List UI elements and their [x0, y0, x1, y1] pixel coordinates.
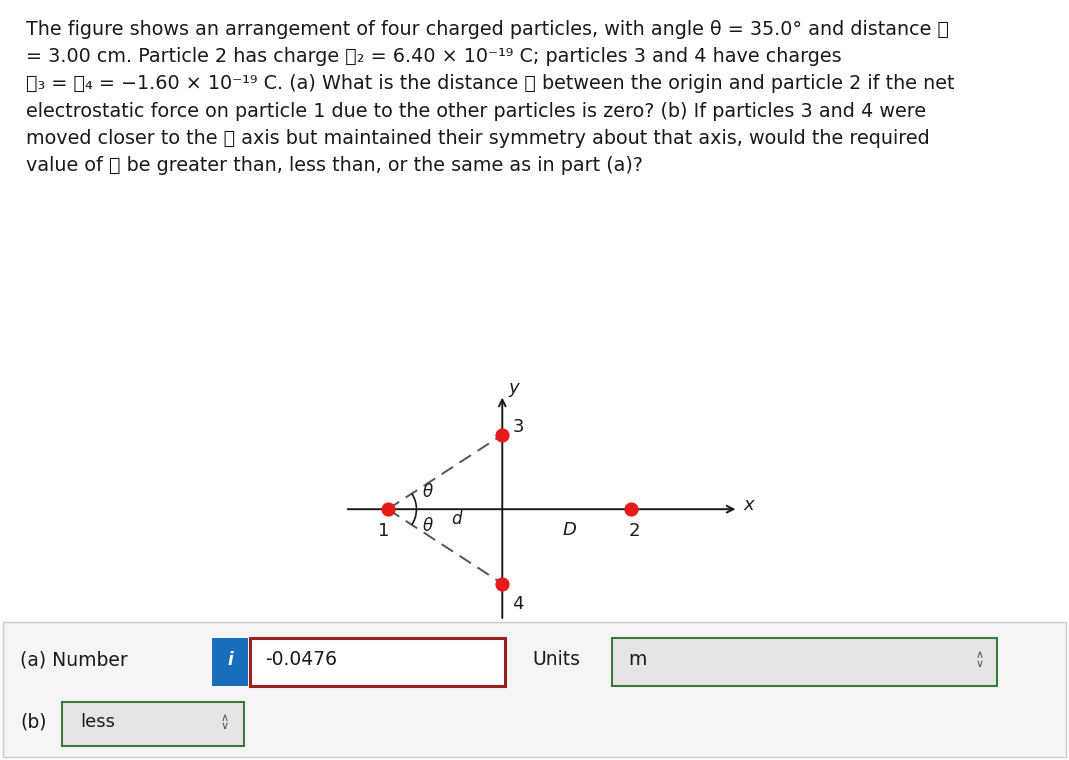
Text: (a) Number: (a) Number	[20, 650, 128, 669]
Text: $y$: $y$	[508, 382, 522, 400]
Text: -0.0476: -0.0476	[265, 650, 337, 669]
FancyBboxPatch shape	[62, 702, 244, 746]
Text: 4: 4	[512, 595, 524, 613]
Text: less: less	[80, 713, 115, 731]
FancyBboxPatch shape	[250, 638, 505, 686]
Point	[379, 503, 397, 515]
Text: $d$: $d$	[451, 509, 463, 527]
Text: 3: 3	[512, 418, 524, 436]
FancyBboxPatch shape	[212, 638, 248, 686]
Text: 2: 2	[629, 522, 639, 540]
Text: $D$: $D$	[562, 521, 577, 539]
Text: ∧
∨: ∧ ∨	[221, 713, 229, 731]
Text: (b): (b)	[20, 712, 46, 731]
Text: $x$: $x$	[743, 496, 756, 514]
Text: The figure shows an arrangement of four charged particles, with angle θ = 35.0° : The figure shows an arrangement of four …	[27, 20, 955, 175]
Point	[494, 429, 511, 441]
Point	[494, 578, 511, 590]
Text: ∧
∨: ∧ ∨	[976, 651, 985, 669]
FancyBboxPatch shape	[611, 638, 997, 686]
Point	[622, 503, 639, 515]
Text: Units: Units	[532, 650, 580, 669]
Text: $\theta$: $\theta$	[422, 517, 434, 534]
FancyBboxPatch shape	[3, 622, 1066, 757]
Text: m: m	[628, 650, 647, 669]
Text: $\theta$: $\theta$	[422, 483, 434, 501]
Text: i: i	[227, 651, 233, 669]
Text: 1: 1	[377, 522, 389, 540]
